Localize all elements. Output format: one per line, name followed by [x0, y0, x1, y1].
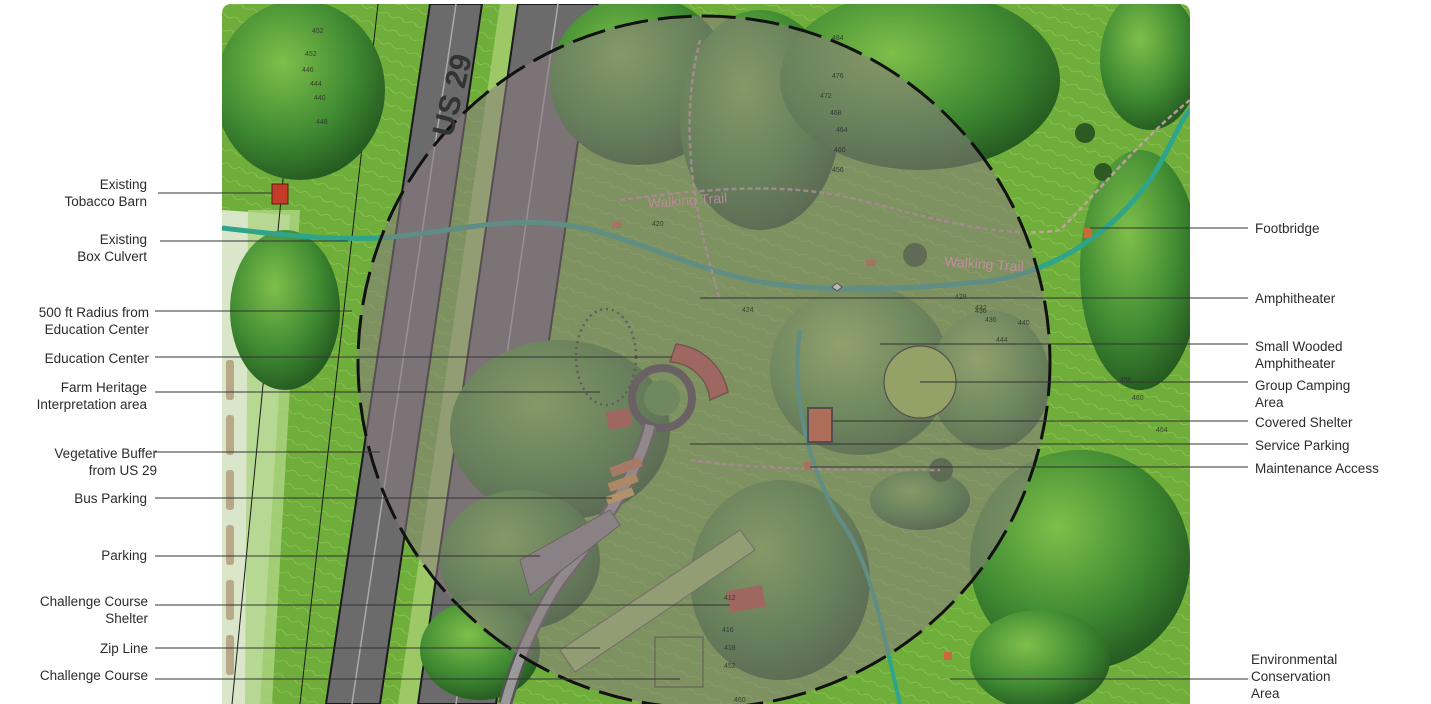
contour-label: 452: [305, 51, 317, 58]
contour-label: 444: [996, 337, 1008, 344]
label-footbridge: Footbridge: [1255, 220, 1320, 237]
contour-label: 416: [722, 627, 734, 634]
label-line: Footbridge: [1255, 221, 1320, 236]
contour-label: 412: [724, 595, 736, 602]
contour-label: 436: [975, 308, 987, 315]
label-group-camping-area: Group Camping Area: [1255, 377, 1350, 411]
label-500ft-radius: 500 ft Radius from Education Center: [39, 304, 149, 338]
contour-label: 420: [652, 221, 664, 228]
label-line: Small Wooded: [1255, 339, 1343, 354]
contour-label: 468: [830, 110, 842, 117]
label-zip-line: Zip Line: [100, 640, 148, 657]
contour-label: 440: [1018, 320, 1030, 327]
label-amphitheater: Amphitheater: [1255, 290, 1335, 307]
label-line: Group Camping: [1255, 378, 1351, 393]
contour-label: 472: [820, 93, 832, 100]
contour-label: 456: [832, 167, 844, 174]
label-bus-parking: Bus Parking: [74, 490, 147, 507]
label-line: from US 29: [88, 463, 157, 478]
label-existing-box-culvert: Existing Box Culvert: [77, 231, 147, 265]
label-line: Existing: [99, 232, 147, 247]
label-covered-shelter: Covered Shelter: [1255, 414, 1353, 431]
label-environmental-conservation-area: Environmental Conservation Area: [1251, 651, 1337, 702]
label-line: Maintenance Access: [1255, 461, 1379, 476]
label-education-center: Education Center: [45, 350, 149, 367]
label-challenge-course-shelter: Challenge Course Shelter: [40, 593, 148, 627]
contour-label: 444: [310, 81, 322, 88]
label-line: Zip Line: [99, 641, 148, 656]
contour-label: 418: [724, 645, 736, 652]
leader-lines: [155, 192, 1248, 680]
label-line: Amphitheater: [1255, 291, 1336, 306]
contour-label: 424: [742, 307, 754, 314]
label-line: Conservation: [1251, 669, 1331, 684]
contour-label: 484: [832, 35, 844, 42]
label-line: Challenge Course: [39, 594, 148, 609]
contour-label: 460: [734, 697, 746, 704]
radius-500ft-zone: [358, 16, 1050, 704]
label-parking: Parking: [101, 547, 147, 564]
label-line: 500 ft Radius from: [38, 305, 149, 320]
walking-trail-label: Walking Trail: [647, 189, 728, 211]
contour-label: 460: [834, 147, 846, 154]
label-line: Environmental: [1251, 652, 1338, 667]
contour-label: 476: [832, 73, 844, 80]
label-line: Box Culvert: [77, 249, 147, 264]
label-small-wooded-amphitheater: Small Wooded Amphitheater: [1255, 338, 1343, 372]
shoulder-dashes: [226, 360, 234, 675]
label-line: Challenge Course: [39, 668, 148, 683]
walking-trail-label: Walking Trail: [944, 253, 1025, 275]
label-line: Parking: [101, 548, 147, 563]
label-line: Existing: [99, 177, 147, 192]
map-body: 452 452 446 444 440 448 436 432 436 440 …: [222, 4, 1190, 704]
contour-label: 452: [724, 663, 736, 670]
radius-500ft-boundary: [356, 14, 1052, 704]
label-line: Service Parking: [1255, 438, 1350, 453]
label-line: Farm Heritage: [60, 380, 147, 395]
contour-label: 452: [312, 28, 324, 35]
label-existing-tobacco-barn: Existing Tobacco Barn: [64, 176, 147, 210]
contour-label: 464: [836, 127, 848, 134]
contour-label: 436: [985, 317, 997, 324]
label-line: Area: [1251, 686, 1280, 701]
contour-label: 440: [314, 95, 326, 102]
contour-label: 446: [302, 67, 314, 74]
contour-label: 464: [1156, 427, 1168, 434]
label-line: Bus Parking: [74, 491, 147, 506]
contour-label: 432: [975, 305, 987, 312]
label-line: Covered Shelter: [1255, 415, 1353, 430]
label-line: Interpretation area: [36, 397, 147, 412]
label-maintenance-access: Maintenance Access: [1255, 460, 1379, 477]
label-service-parking: Service Parking: [1255, 437, 1350, 454]
label-line: Amphitheater: [1255, 356, 1336, 371]
label-line: Shelter: [105, 611, 148, 626]
label-vegetative-buffer: Vegetative Buffer from US 29: [54, 445, 157, 479]
contour-label: 460: [1132, 395, 1144, 402]
label-line: Education Center: [44, 322, 149, 337]
label-farm-heritage: Farm Heritage Interpretation area: [37, 379, 147, 413]
label-line: Vegetative Buffer: [54, 446, 157, 461]
label-line: Area: [1255, 395, 1284, 410]
label-line: Education Center: [44, 351, 149, 366]
contour-label: 448: [316, 119, 328, 126]
contour-label: 456: [1120, 377, 1132, 384]
label-challenge-course: Challenge Course: [40, 667, 148, 684]
label-line: Tobacco Barn: [64, 194, 147, 209]
